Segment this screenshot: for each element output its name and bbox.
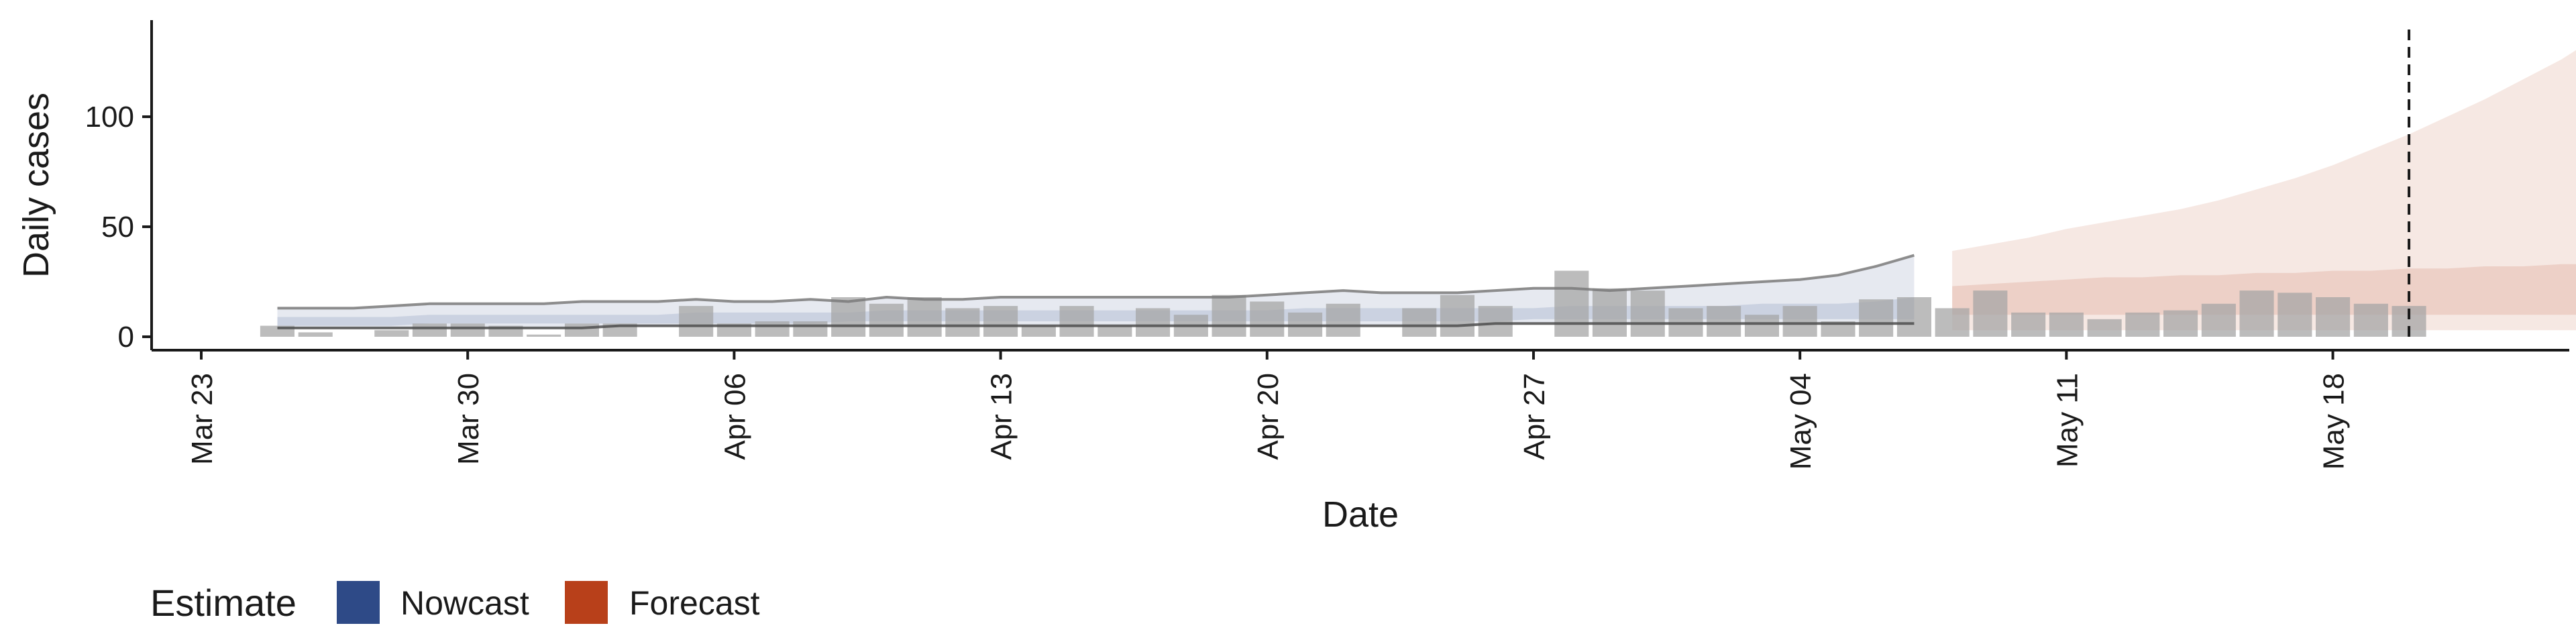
case-bar bbox=[1440, 294, 1474, 337]
case-bar bbox=[1935, 308, 1970, 337]
y-tick-label: 0 bbox=[118, 321, 134, 354]
case-bar bbox=[1478, 306, 1513, 337]
case-bar bbox=[679, 306, 714, 337]
nowcast-lower-line bbox=[277, 322, 1915, 329]
legend-title: Estimate bbox=[150, 582, 297, 624]
case-bar bbox=[793, 321, 828, 337]
case-bar bbox=[2201, 303, 2236, 337]
case-bar bbox=[1250, 301, 1285, 337]
case-bar bbox=[2316, 297, 2351, 337]
y-tick-label: 50 bbox=[101, 211, 134, 244]
case-bar bbox=[945, 308, 980, 337]
case-bar bbox=[1859, 299, 1894, 337]
case-bar bbox=[1059, 306, 1094, 337]
case-bar bbox=[1326, 303, 1360, 337]
case-bar bbox=[1021, 325, 1056, 337]
case-bar bbox=[2087, 319, 2122, 337]
case-bar bbox=[1896, 297, 1931, 337]
case-bar bbox=[412, 323, 447, 337]
case-bar bbox=[1554, 270, 1589, 337]
x-axis-title: Date bbox=[1322, 494, 1399, 535]
x-tick-label: Mar 23 bbox=[186, 373, 219, 465]
y-tick-label: 100 bbox=[85, 101, 134, 133]
case-bar bbox=[1402, 308, 1437, 337]
case-bar bbox=[374, 330, 409, 337]
case-bar bbox=[831, 297, 866, 337]
case-bar bbox=[1744, 315, 1779, 337]
legend-swatch-forecast bbox=[565, 581, 608, 624]
case-bar bbox=[869, 303, 904, 337]
case-bar bbox=[298, 332, 333, 337]
ticks: 0 50 100 Mar 23 Mar 30 Apr 06 Apr 13 Apr 20 Apr … bbox=[85, 101, 2351, 470]
forecast-band-90 bbox=[1952, 50, 2576, 331]
case-bar bbox=[2011, 312, 2046, 337]
x-tick-label: Apr 13 bbox=[985, 373, 1018, 460]
case-bar bbox=[1782, 306, 1817, 337]
x-tick-label: Apr 06 bbox=[718, 373, 751, 460]
x-tick-label: Apr 27 bbox=[1518, 373, 1551, 460]
case-bar bbox=[1707, 306, 1741, 337]
line-layer bbox=[277, 254, 1915, 329]
case-bar bbox=[527, 334, 561, 337]
case-bar bbox=[450, 323, 485, 337]
x-tick-label: May 11 bbox=[2051, 373, 2084, 468]
case-bar bbox=[2353, 303, 2388, 337]
case-bar bbox=[755, 321, 790, 337]
x-tick-label: May 18 bbox=[2318, 373, 2351, 470]
case-bar bbox=[2125, 312, 2160, 337]
case-bar bbox=[1097, 325, 1132, 337]
legend-label-nowcast: Nowcast bbox=[400, 584, 529, 622]
x-tick-label: Apr 20 bbox=[1252, 373, 1285, 460]
case-bar bbox=[1592, 288, 1627, 337]
legend-swatch-nowcast bbox=[337, 581, 380, 624]
case-bar bbox=[1630, 290, 1665, 337]
case-bar bbox=[2163, 310, 2198, 337]
x-tick-label: Mar 30 bbox=[452, 373, 485, 465]
y-axis-title: Daily cases bbox=[16, 93, 56, 278]
case-bar bbox=[2049, 312, 2084, 337]
case-bar bbox=[1212, 294, 1246, 337]
legend-label-forecast: Forecast bbox=[629, 584, 760, 622]
case-bar bbox=[1821, 321, 1856, 337]
nowcast-upper-line bbox=[277, 254, 1915, 310]
case-bar bbox=[1973, 290, 2008, 337]
case-bar bbox=[2239, 290, 2274, 337]
legend: Estimate Nowcast Forecast bbox=[150, 581, 760, 624]
case-bar bbox=[2277, 292, 2312, 337]
forecast-band-50 bbox=[1952, 264, 2576, 315]
case-bar bbox=[907, 297, 942, 337]
case-bar bbox=[1136, 308, 1171, 337]
case-bar bbox=[983, 306, 1018, 337]
case-bar bbox=[564, 323, 599, 337]
band-layer bbox=[277, 50, 2576, 331]
x-tick-label: May 04 bbox=[1784, 373, 1817, 470]
axes bbox=[150, 20, 2569, 352]
